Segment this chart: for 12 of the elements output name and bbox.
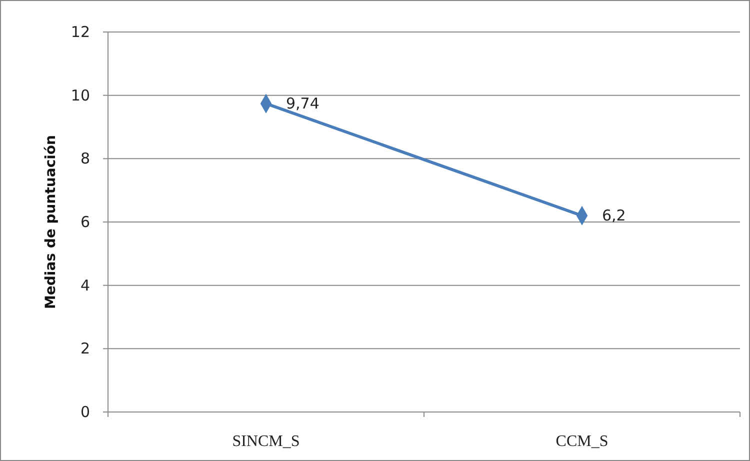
y-tick-label: 12 xyxy=(70,23,90,41)
y-tick-label: 2 xyxy=(80,340,90,358)
y-axis-title: Medias de puntuación xyxy=(43,134,59,310)
x-tick-label: SINCM_S xyxy=(232,433,300,450)
data-label: 6,2 xyxy=(602,206,626,225)
y-tick-label: 4 xyxy=(80,276,90,294)
y-tick-label: 8 xyxy=(80,150,90,168)
y-tick-label: 6 xyxy=(80,213,90,231)
y-tick-label: 0 xyxy=(80,403,90,421)
data-label: 9,74 xyxy=(286,94,320,113)
x-tick-label: CCM_S xyxy=(556,433,608,450)
y-tick-label: 10 xyxy=(70,86,90,104)
